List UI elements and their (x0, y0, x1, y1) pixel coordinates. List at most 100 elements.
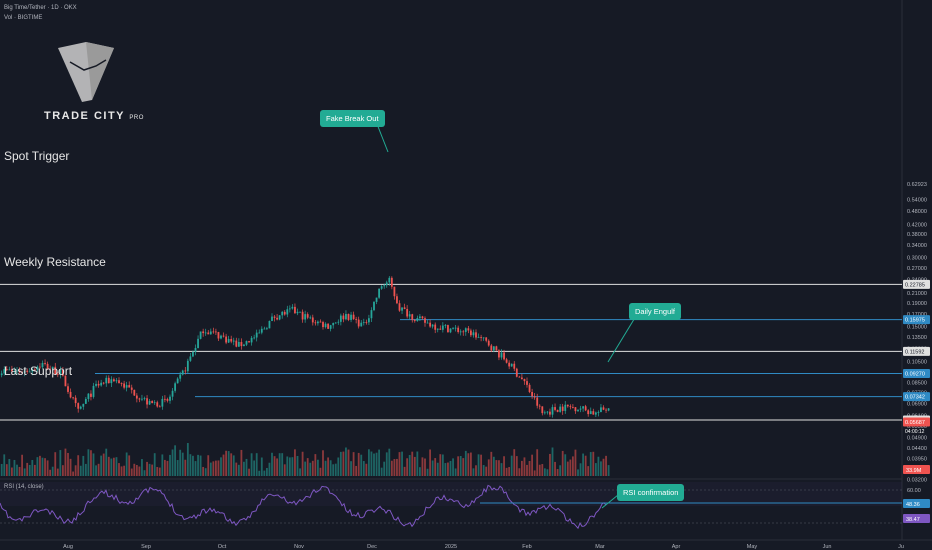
candle (18, 370, 21, 373)
candle (605, 409, 607, 411)
candle (485, 337, 488, 341)
volume-bar (556, 469, 559, 476)
time-tick: Ju (898, 544, 904, 550)
candle (475, 332, 477, 338)
weekly-resistance-label: Weekly Resistance (4, 255, 106, 269)
candle (102, 382, 105, 384)
candle (107, 377, 110, 384)
volume-bar (82, 455, 85, 476)
candle (151, 400, 154, 404)
candle (230, 338, 233, 342)
volume-bar (408, 455, 411, 476)
candle (339, 315, 342, 322)
price-tick: 0.27000 (907, 266, 927, 272)
volume-bar (406, 458, 409, 476)
volume-bar (263, 470, 266, 476)
volume-bar (209, 462, 212, 476)
price-tick: 0.42000 (907, 222, 927, 228)
candle (36, 366, 39, 370)
volume-bar (492, 456, 495, 476)
candle (355, 319, 358, 320)
price-tick: 0.13500 (907, 335, 927, 341)
volume-bar (23, 468, 26, 476)
volume-bar (350, 461, 352, 476)
price-tick: 0.15000 (907, 324, 927, 330)
candle (158, 406, 161, 408)
volume-bar (424, 458, 426, 476)
volume-bar (419, 467, 421, 476)
candle (118, 380, 120, 384)
candle (33, 369, 36, 371)
volume-bar (51, 466, 54, 476)
volume-bar (332, 464, 335, 476)
time-tick: Oct (218, 544, 227, 550)
volume-bar (508, 467, 511, 476)
candle (299, 311, 301, 313)
volume-bar (225, 450, 227, 476)
candle (222, 335, 225, 337)
volume-bar (199, 455, 202, 476)
volume-bar (467, 453, 470, 476)
candle (480, 337, 482, 338)
candle (462, 331, 465, 333)
daily-engulf-pointer (607, 315, 637, 363)
volume-bar (431, 460, 434, 476)
candle (549, 411, 551, 415)
candle (8, 369, 11, 371)
candle (5, 369, 8, 371)
volume-bar (186, 443, 189, 476)
candle (146, 398, 148, 405)
candle (28, 371, 31, 373)
time-tick: 2025 (445, 544, 457, 550)
volume-bar (125, 452, 128, 476)
volume-bar (375, 452, 378, 476)
candle (602, 407, 605, 410)
candle (31, 369, 34, 372)
volume-bar (56, 468, 59, 476)
candle (26, 370, 29, 372)
candle (569, 406, 572, 408)
candle (141, 398, 143, 400)
candle (584, 406, 587, 411)
candle (281, 311, 284, 316)
volume-bar (171, 449, 174, 476)
volume-bar (79, 465, 82, 476)
volume-bar (342, 451, 345, 476)
price-level-text: 0.07342 (905, 395, 925, 401)
volume-bar (250, 453, 253, 476)
volume-bar (266, 467, 268, 476)
candle (582, 406, 584, 409)
candle (174, 383, 176, 391)
volume-bar (554, 461, 556, 476)
volume-bar (429, 449, 431, 476)
candle (505, 359, 508, 363)
volume-bar (314, 454, 317, 476)
candle (306, 314, 309, 318)
candle (164, 398, 166, 400)
volume-bar (564, 454, 567, 476)
candle (273, 316, 276, 318)
volume-bar (513, 449, 516, 476)
candle (436, 328, 439, 330)
volume-bar (44, 458, 46, 476)
candle (406, 308, 409, 317)
candle (268, 320, 271, 329)
volume-bar (584, 455, 587, 476)
price-level-text: 0.09270 (905, 372, 925, 378)
candle (153, 402, 156, 404)
volume-bar (413, 456, 416, 476)
volume-bar (546, 469, 549, 476)
volume-bar (253, 460, 256, 476)
volume-bar (592, 451, 595, 476)
price-tick: 0.03200 (907, 477, 927, 483)
candle (44, 363, 46, 364)
volume-bar (212, 461, 215, 476)
volume-bar (59, 450, 62, 476)
volume-bar (41, 457, 44, 476)
candle (209, 331, 212, 335)
price-level-badge (903, 417, 930, 427)
candle (204, 332, 207, 334)
candle (258, 332, 261, 334)
volume-bar (31, 460, 34, 476)
